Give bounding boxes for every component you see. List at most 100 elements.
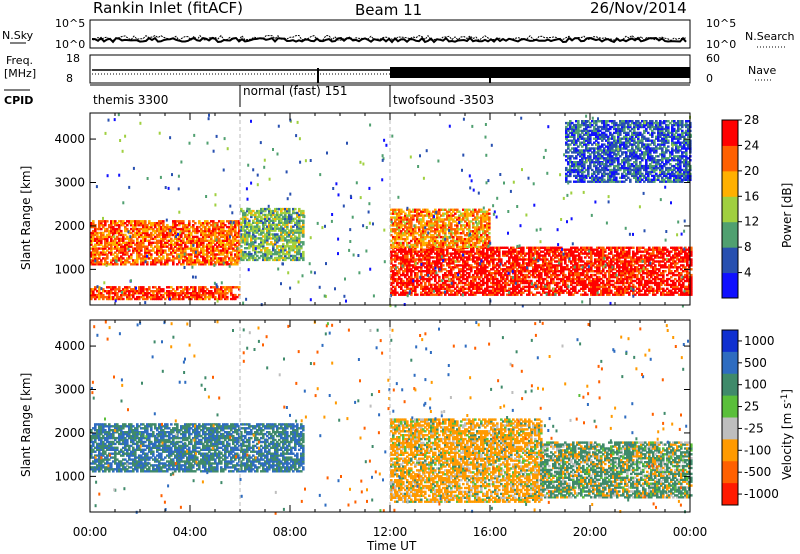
heatmap-cell: [138, 229, 141, 233]
heatmap-cell: [156, 229, 159, 233]
heatmap-cell: [126, 247, 129, 250]
heatmap-cell: [196, 293, 199, 297]
heatmap-cell: [116, 245, 119, 248]
heatmap-cell: [92, 220, 95, 223]
heatmap-cell: [440, 258, 443, 261]
heatmap-cell: [474, 285, 477, 289]
heatmap-cell: [90, 239, 93, 242]
heatmap-cell: [438, 252, 441, 255]
heatmap-cell: [476, 258, 479, 261]
heatmap-cell: [110, 249, 113, 252]
heatmap-cell: [390, 287, 393, 290]
heatmap-cell: [176, 286, 179, 289]
heatmap-cell: [258, 250, 261, 254]
heatmap-cell: [528, 254, 531, 257]
heatmap-cell: [114, 224, 117, 227]
heatmap-cell: [566, 264, 569, 267]
heatmap-cell: [186, 286, 189, 289]
heatmap-cell: [432, 260, 435, 263]
heatmap-cell: [290, 239, 293, 242]
heatmap-cell: [246, 235, 249, 238]
heatmap-cell: [168, 290, 171, 293]
heatmap-cell: [400, 248, 403, 251]
heatmap-cell: [202, 225, 205, 229]
heatmap-cell: [480, 250, 483, 253]
heatmap-cell: [516, 264, 519, 267]
heatmap-cell: [402, 281, 405, 285]
heatmap-cell: [464, 266, 467, 269]
heatmap-cell: [500, 277, 503, 281]
heatmap-cell: [256, 219, 259, 222]
heatmap-cell: [142, 243, 145, 246]
heatmap-cell: [166, 235, 169, 239]
heatmap-cell: [156, 257, 159, 260]
heatmap-cell: [146, 261, 149, 264]
heatmap-cell: [532, 270, 535, 273]
heatmap-cell: [178, 292, 181, 295]
heatmap-cell: [242, 256, 245, 260]
heatmap-cell: [160, 245, 163, 248]
heatmap-cell: [422, 285, 425, 289]
heatmap-cell: [488, 289, 491, 292]
heatmap-cell: [436, 291, 439, 294]
heatmap-cell: [302, 211, 305, 215]
heatmap-cell: [512, 268, 515, 271]
heatmap-cell: [130, 239, 133, 242]
heatmap-cell: [222, 233, 225, 237]
heatmap-cell: [478, 252, 481, 255]
heatmap-cell: [228, 286, 231, 289]
heatmap-cell: [530, 246, 533, 249]
heatmap-cell: [206, 249, 209, 252]
heatmap-cell: [168, 286, 171, 289]
heatmap-cell: [468, 252, 471, 255]
heatmap-cell: [502, 291, 505, 294]
heatmap-cell: [450, 272, 453, 275]
heatmap-cell: [514, 273, 517, 277]
heatmap-cell: [284, 254, 287, 258]
heatmap-cell: [532, 285, 535, 289]
heatmap-cell: [242, 211, 245, 215]
heatmap-cell: [402, 258, 405, 261]
heatmap-cell: [122, 292, 125, 295]
heatmap-cell: [198, 253, 201, 256]
heatmap-cell: [532, 246, 535, 249]
heatmap-cell: [502, 281, 505, 285]
heatmap-cell: [532, 248, 535, 251]
heatmap-cell: [204, 253, 207, 256]
heatmap-cell: [184, 295, 187, 299]
heatmap-cell: [298, 217, 301, 221]
heatmap-cell: [452, 248, 455, 251]
heatmap-cell: [276, 227, 279, 230]
heatmap-cell: [188, 259, 191, 262]
heatmap-cell: [496, 248, 499, 251]
heatmap-cell: [444, 293, 447, 296]
heatmap-cell: [160, 261, 163, 264]
heatmap-cell: [294, 258, 297, 262]
heatmap-cell: [444, 287, 447, 290]
heatmap-cell: [426, 252, 429, 255]
heatmap-cell: [390, 273, 393, 277]
heatmap-cell: [274, 252, 277, 256]
heatmap-cell: [190, 293, 193, 297]
heatmap-cell: [400, 293, 403, 296]
heatmap-cell: [252, 258, 255, 262]
heatmap-cell: [448, 264, 451, 267]
heatmap-cell: [296, 258, 299, 262]
heatmap-cell: [496, 268, 499, 271]
heatmap-cell: [192, 259, 195, 262]
heatmap-cell: [236, 249, 239, 252]
heatmap-cell: [420, 252, 423, 255]
heatmap-cell: [230, 253, 233, 256]
heatmap-cell: [158, 259, 161, 262]
heatmap-cell: [474, 283, 477, 287]
heatmap-cell: [432, 256, 435, 259]
heatmap-cell: [262, 209, 265, 213]
heatmap-cell: [216, 224, 219, 227]
heatmap-cell: [248, 221, 251, 224]
heatmap-cell: [472, 260, 475, 263]
heatmap-cell: [500, 285, 503, 289]
heatmap-cell: [186, 261, 189, 264]
heatmap-cell: [500, 289, 503, 292]
heatmap-cell: [270, 209, 273, 213]
heatmap-cell: [226, 233, 229, 237]
